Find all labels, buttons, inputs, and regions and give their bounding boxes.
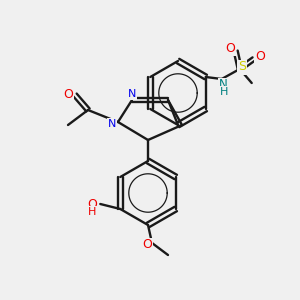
Text: O: O — [142, 238, 152, 251]
Text: H: H — [220, 87, 228, 97]
Text: O: O — [225, 41, 235, 55]
Text: O: O — [87, 197, 97, 211]
Text: N: N — [128, 89, 136, 99]
Text: H: H — [88, 207, 97, 217]
Text: O: O — [63, 88, 73, 101]
Text: S: S — [238, 61, 246, 74]
Text: O: O — [255, 50, 265, 62]
Text: N: N — [108, 119, 116, 129]
Text: N: N — [219, 79, 228, 92]
